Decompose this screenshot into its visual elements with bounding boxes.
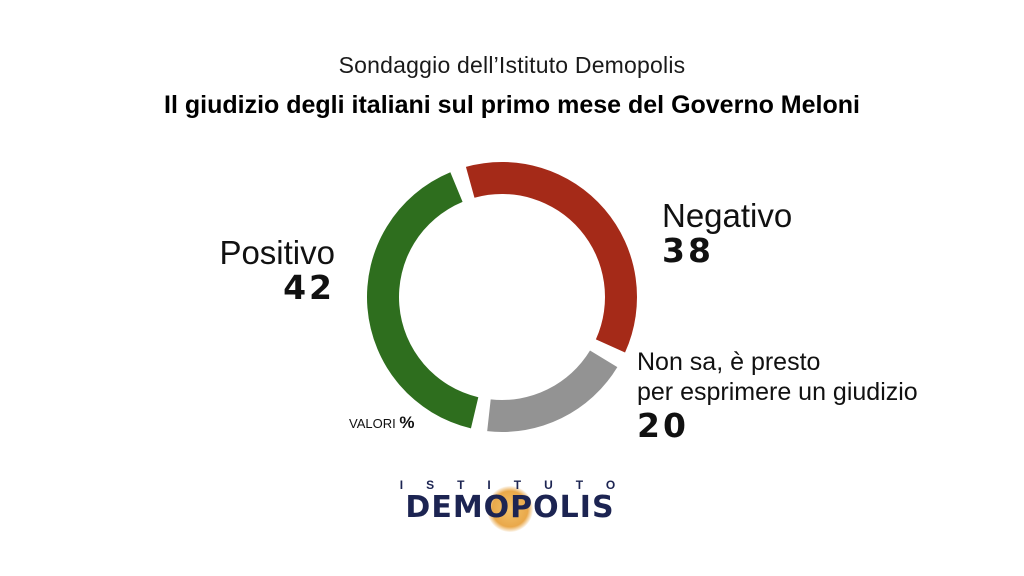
donut-segment-positive <box>366 172 479 429</box>
label-unsure-line1: Non sa, è presto <box>637 348 821 376</box>
logo-wordmark: DEMOPOLIS <box>405 490 615 525</box>
label-unsure: Non sa, è presto per esprimere un giudiz… <box>637 347 918 444</box>
donut-segment-negative <box>465 162 637 353</box>
demopolis-logo: ISTITUTO DEMOPOLIS <box>380 478 640 532</box>
label-negative-name: Negativo <box>662 197 793 234</box>
unit-note: VALORI % <box>349 413 414 433</box>
label-negative-value: 38 <box>662 230 714 270</box>
donut-segment-unsure <box>487 350 618 432</box>
unit-note-text: VALORI <box>349 416 396 431</box>
label-negative: Negativo 38 <box>662 197 793 270</box>
logo-orb-icon <box>487 486 533 532</box>
chart-title: Il giudizio degli italiani sul primo mes… <box>164 91 860 119</box>
label-positive-name: Positivo <box>219 234 335 271</box>
label-positive: Positivo 42 <box>150 234 335 307</box>
chart-subtitle: Sondaggio dell’Istituto Demopolis <box>338 52 686 78</box>
label-unsure-value: 20 <box>637 406 689 445</box>
unit-note-symbol: % <box>399 413 415 432</box>
label-positive-value: 42 <box>283 267 335 307</box>
logo-top-text: ISTITUTO <box>399 478 639 492</box>
label-unsure-line2: per esprimere un giudizio <box>637 378 918 406</box>
